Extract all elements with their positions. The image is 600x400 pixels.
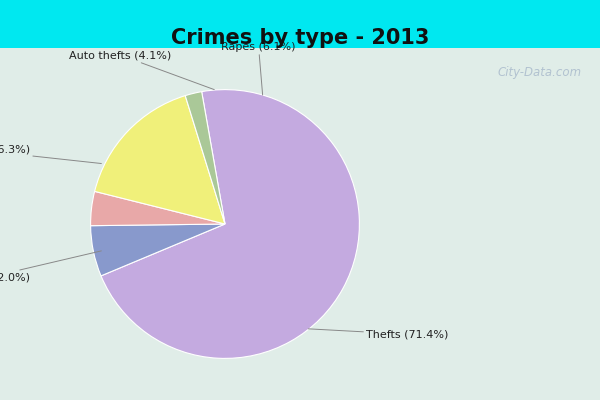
Wedge shape	[91, 224, 225, 276]
Wedge shape	[185, 92, 225, 224]
Text: Burglaries (16.3%): Burglaries (16.3%)	[0, 145, 101, 164]
Text: City-Data.com: City-Data.com	[498, 66, 582, 78]
Wedge shape	[95, 96, 225, 224]
Wedge shape	[101, 90, 359, 358]
Text: Crimes by type - 2013: Crimes by type - 2013	[171, 28, 429, 48]
Text: Thefts (71.4%): Thefts (71.4%)	[308, 329, 448, 339]
Wedge shape	[91, 191, 225, 226]
Text: Rapes (6.1%): Rapes (6.1%)	[221, 42, 296, 95]
Text: Auto thefts (4.1%): Auto thefts (4.1%)	[69, 50, 214, 90]
Text: Assaults (2.0%): Assaults (2.0%)	[0, 251, 101, 283]
